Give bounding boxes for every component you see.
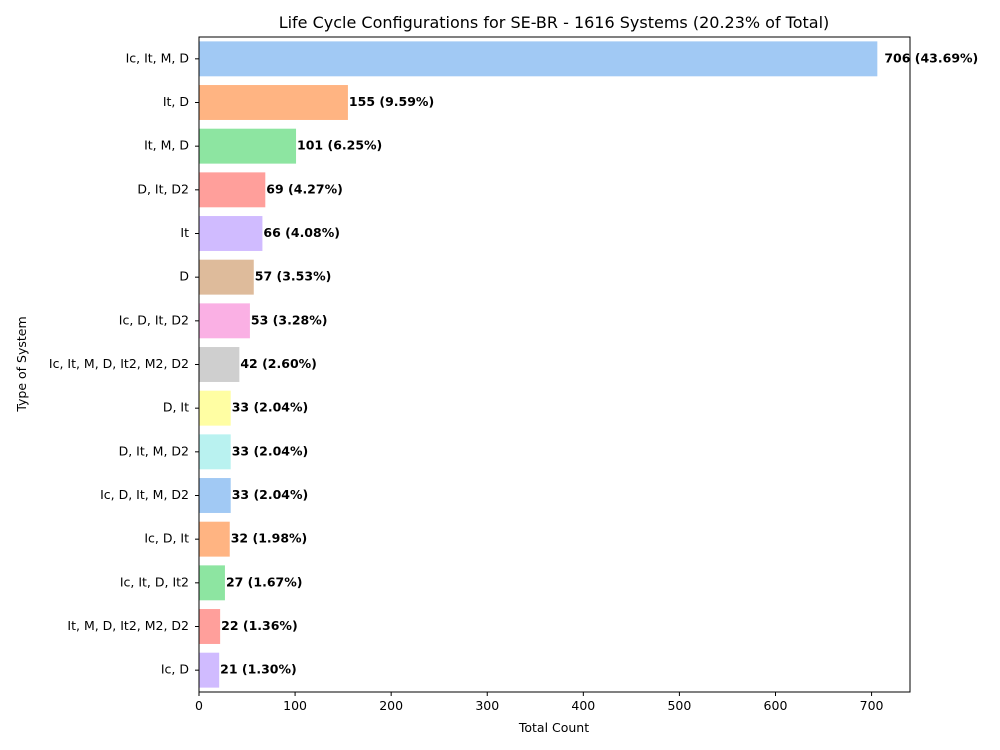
bar-12 [199, 521, 230, 557]
x-tick-label-4: 300 [475, 698, 499, 713]
x-tick-label-7: 600 [764, 698, 788, 713]
data-label-7: 53 (3.28%) [251, 312, 328, 327]
data-label-3: 101 (6.25%) [297, 138, 382, 153]
y-tick-label-4: D, It, D2 [137, 181, 189, 196]
x-tick-label-1: 0 [195, 698, 203, 713]
y-tick-label-8: Ic, It, M, D, It2, M2, D2 [49, 356, 189, 371]
data-label-12: 32 (1.98%) [231, 531, 308, 546]
x-tick-label-6: 500 [667, 698, 691, 713]
data-label-15: 21 (1.30%) [220, 662, 297, 677]
y-tick-label-1: Ic, It, M, D [126, 50, 189, 65]
y-tick-label-7: Ic, D, It, D2 [119, 312, 189, 327]
y-tick-label-12: Ic, D, It [144, 531, 189, 546]
data-label-9: 33 (2.04%) [232, 400, 309, 415]
y-tick-label-13: Ic, It, D, It2 [120, 574, 189, 589]
bar-14 [199, 609, 221, 644]
data-label-2: 155 (9.59%) [349, 94, 434, 109]
data-label-13: 27 (1.67%) [226, 574, 303, 589]
y-tick-label-5: It [180, 225, 189, 240]
axes-frame [198, 36, 911, 693]
y-tick-label-14: It, M, D, It2, M2, D2 [67, 618, 189, 633]
bar-6 [199, 259, 254, 295]
y-tick-label-6: D [179, 269, 189, 284]
x-tick-label-2: 100 [283, 698, 307, 713]
data-label-6: 57 (3.53%) [255, 269, 332, 284]
y-tick-label-15: Ic, D [161, 662, 189, 677]
bar-5 [199, 216, 263, 251]
x-tick-label-5: 400 [571, 698, 595, 713]
data-label-5: 66 (4.08%) [263, 225, 340, 240]
plot-area: Ic, It, M, D 706 (43.69%) It, D 155 (9.59%)… [49, 36, 978, 713]
bar-13 [199, 565, 225, 601]
x-tick-label-8: 700 [860, 698, 884, 713]
bar-10 [199, 434, 231, 470]
y-tick-label-10: D, It, M, D2 [119, 443, 189, 458]
data-label-4: 69 (4.27%) [266, 181, 343, 196]
y-tick-label-11: Ic, D, It, M, D2 [100, 487, 189, 502]
bar-7 [199, 303, 250, 339]
data-label-10: 33 (2.04%) [232, 443, 309, 458]
bar-4 [199, 172, 266, 208]
x-axis-label: Total Count [518, 720, 589, 735]
y-tick-label-9: D, It [163, 400, 189, 415]
x-tick-label-3: 200 [379, 698, 403, 713]
y-axis-label: Type of System [14, 316, 29, 412]
bar-2 [199, 85, 348, 120]
bar-3 [199, 128, 297, 164]
bar-9 [199, 390, 231, 426]
data-label-8: 42 (2.60%) [240, 356, 317, 371]
data-label-1: 706 (43.69%) [884, 50, 978, 65]
bar-8 [199, 347, 240, 382]
chart-title: Life Cycle Configurations for SE-BR - 16… [279, 13, 830, 32]
data-label-11: 33 (2.04%) [232, 487, 309, 502]
bar-1 [199, 41, 878, 77]
y-tick-label-3: It, M, D [144, 138, 189, 153]
bar-15 [199, 652, 220, 688]
y-tick-label-2: It, D [163, 94, 189, 109]
data-label-14: 22 (1.36%) [221, 618, 298, 633]
bar-11 [199, 478, 231, 513]
